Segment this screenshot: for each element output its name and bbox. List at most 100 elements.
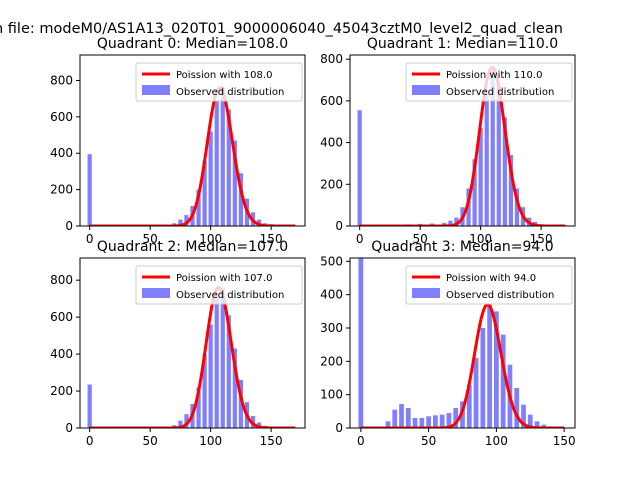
x-tick-label: 50 xyxy=(421,434,436,448)
y-tick-label: 0 xyxy=(335,219,343,233)
histogram-bar xyxy=(514,388,520,428)
histogram-bar xyxy=(399,404,404,428)
histogram-bar xyxy=(357,110,362,226)
histogram-bar xyxy=(232,348,237,428)
histogram-bar xyxy=(466,188,471,226)
histogram-bar xyxy=(178,219,183,226)
histogram-bar xyxy=(392,409,398,428)
y-tick-label: 200 xyxy=(50,384,73,398)
y-tick-label: 400 xyxy=(50,347,73,361)
histogram-bar xyxy=(184,414,189,428)
y-tick-label: 200 xyxy=(320,177,343,191)
histogram-bar xyxy=(426,416,431,428)
histogram-bar xyxy=(454,217,459,226)
y-tick-label: 800 xyxy=(50,273,73,287)
plot-area xyxy=(87,86,296,226)
y-tick-label: 500 xyxy=(320,254,343,268)
histogram-bar xyxy=(202,160,207,226)
histogram-bar xyxy=(238,379,244,428)
y-tick-label: 0 xyxy=(65,421,73,435)
x-tick-label: 0 xyxy=(357,434,365,448)
legend-bar-swatch xyxy=(142,85,170,95)
y-tick-label: 600 xyxy=(320,94,343,108)
histogram-bar xyxy=(484,92,489,226)
histogram-bar xyxy=(220,287,225,428)
histogram-bar xyxy=(226,315,231,428)
poisson-line xyxy=(89,86,296,226)
histogram-bar xyxy=(490,67,495,226)
x-tick-label: 50 xyxy=(143,434,158,448)
histogram-bar xyxy=(508,155,514,226)
histogram-bar xyxy=(496,84,501,226)
y-tick-label: 800 xyxy=(320,52,343,66)
histogram-bar xyxy=(385,421,391,428)
histogram-bar xyxy=(358,258,364,428)
y-tick-label: 300 xyxy=(320,321,343,335)
legend-box xyxy=(135,265,303,305)
histogram-bar xyxy=(480,328,486,428)
subplot-2: 0 50 100 150 0 200 400 600 800 Quadrant 2: Median… xyxy=(50,239,306,448)
y-tick-label: 0 xyxy=(65,219,73,233)
subplot-title: Quadrant 0: Median=108.0 xyxy=(97,36,288,52)
plot-area xyxy=(357,66,566,226)
histogram-bar xyxy=(87,154,92,226)
histogram-bar xyxy=(405,408,411,428)
y-tick-label: 400 xyxy=(50,146,73,160)
histogram-bar xyxy=(238,173,244,226)
figure-suptitle: n file: modeM0/AS1A13_020T01_9000006040_… xyxy=(0,21,563,37)
histogram-bar xyxy=(466,384,472,428)
histogram-bar xyxy=(196,387,201,428)
histogram-bar xyxy=(478,127,483,226)
histogram-bar xyxy=(453,408,459,428)
histogram-bar xyxy=(500,334,506,428)
x-tick-label: 150 xyxy=(260,434,283,448)
y-tick-label: 600 xyxy=(50,310,73,324)
histogram-bar xyxy=(514,188,520,226)
histogram-bar xyxy=(494,311,499,428)
legend-label: Observed distribution xyxy=(446,290,554,301)
legend-box xyxy=(135,62,303,102)
legend-label: Observed distribution xyxy=(176,290,284,301)
histogram-bar xyxy=(442,222,447,226)
x-tick-label: 150 xyxy=(260,232,283,246)
histogram-bar xyxy=(439,414,445,428)
histogram-bar xyxy=(460,401,465,428)
legend-bar-swatch xyxy=(412,85,440,95)
y-tick-label: 0 xyxy=(335,421,343,435)
histogram-bar xyxy=(178,420,183,428)
histogram-bar xyxy=(521,404,526,428)
y-tick-label: 400 xyxy=(320,136,343,150)
histogram-bar xyxy=(473,358,479,428)
legend-label: Observed distribution xyxy=(176,87,284,98)
y-tick-label: 800 xyxy=(50,73,73,87)
histogram-bar xyxy=(412,418,418,428)
x-tick-label: 100 xyxy=(199,434,222,448)
poisson-line xyxy=(360,303,565,428)
plot-area xyxy=(358,258,565,428)
histogram-bar xyxy=(256,422,262,428)
x-tick-label: 50 xyxy=(143,232,158,246)
legend-label: Poission with 107.0 xyxy=(176,273,272,284)
legend: Poission with 108.0 Observed distribution xyxy=(135,62,303,102)
histogram-bar xyxy=(472,159,477,226)
plot-area xyxy=(87,286,296,428)
y-tick-label: 600 xyxy=(50,110,73,124)
poisson-line xyxy=(89,286,296,428)
histogram-bar xyxy=(534,421,540,428)
histogram-bar xyxy=(220,87,225,226)
legend-label: Poission with 94.0 xyxy=(446,273,536,284)
legend-bar-swatch xyxy=(142,288,170,298)
subplot-title: Quadrant 1: Median=110.0 xyxy=(367,36,558,52)
histogram-bar xyxy=(202,354,207,428)
histogram-bar xyxy=(502,117,507,226)
x-tick-label: 0 xyxy=(356,232,364,246)
y-tick-label: 200 xyxy=(50,183,73,197)
y-tick-label: 200 xyxy=(320,354,343,368)
legend: Poission with 110.0 Observed distribution xyxy=(405,62,573,102)
legend-bar-swatch xyxy=(412,288,440,298)
histogram-bar xyxy=(487,304,492,428)
subplot-grid: 0 50 100 150 0 200 400 600 800 Quadrant 0: Median… xyxy=(50,36,576,448)
histogram-bar xyxy=(446,413,452,428)
histogram-bar xyxy=(541,424,547,428)
y-tick-label: 400 xyxy=(320,288,343,302)
